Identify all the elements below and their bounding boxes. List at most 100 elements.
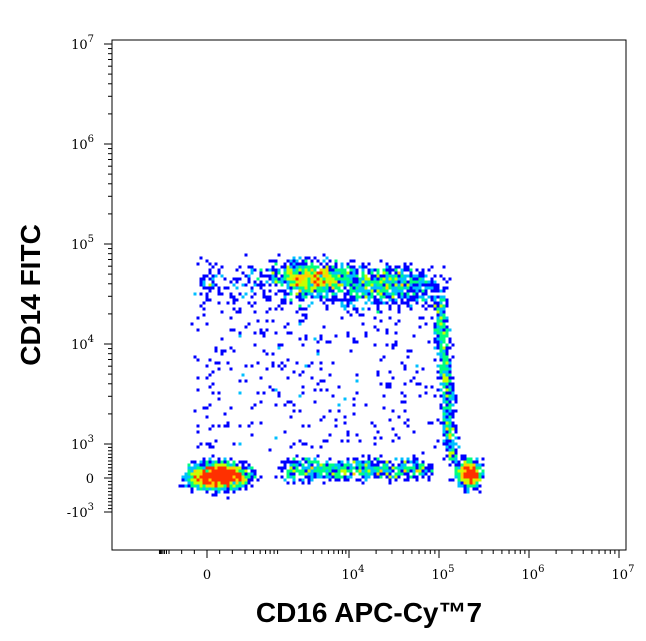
density-dot bbox=[217, 391, 221, 395]
density-dot bbox=[349, 472, 353, 476]
density-dot bbox=[427, 283, 431, 287]
density-dot bbox=[211, 283, 215, 287]
density-dot bbox=[436, 313, 440, 317]
density-dot bbox=[436, 334, 440, 338]
density-dot bbox=[436, 364, 440, 368]
density-dot bbox=[463, 475, 467, 479]
density-dot bbox=[226, 487, 230, 491]
density-dot bbox=[430, 463, 434, 467]
density-dot bbox=[454, 394, 458, 398]
density-dot bbox=[379, 310, 383, 314]
density-dot bbox=[355, 463, 359, 467]
density-dot bbox=[442, 316, 446, 320]
density-dot bbox=[370, 268, 374, 272]
density-dot bbox=[235, 466, 239, 470]
density-dot bbox=[307, 277, 311, 281]
density-dot bbox=[328, 433, 332, 437]
density-dot bbox=[316, 472, 320, 476]
density-dot bbox=[304, 280, 308, 284]
density-dot bbox=[238, 277, 242, 281]
density-dot bbox=[328, 265, 332, 269]
density-dot bbox=[232, 301, 236, 305]
tick-label: 105 bbox=[432, 564, 455, 583]
density-dot bbox=[199, 460, 203, 464]
density-dot bbox=[376, 304, 380, 308]
density-dot bbox=[304, 283, 308, 287]
density-dot bbox=[229, 316, 233, 320]
density-dot bbox=[388, 370, 392, 374]
density-dot bbox=[298, 439, 302, 443]
density-dot bbox=[385, 331, 389, 335]
density-dot bbox=[451, 391, 455, 395]
density-dot bbox=[445, 454, 449, 458]
density-dot bbox=[418, 283, 422, 287]
density-dot bbox=[238, 391, 242, 395]
density-dot bbox=[418, 274, 422, 278]
density-dot bbox=[352, 259, 356, 263]
density-dot bbox=[391, 289, 395, 293]
density-dot bbox=[232, 475, 236, 479]
density-dot bbox=[346, 304, 350, 308]
density-dot bbox=[271, 271, 275, 275]
density-dot bbox=[229, 487, 233, 491]
density-dot bbox=[262, 331, 266, 335]
density-dot bbox=[289, 274, 293, 278]
density-dot bbox=[301, 391, 305, 395]
density-dot bbox=[322, 271, 326, 275]
density-dot bbox=[202, 481, 206, 485]
density-dot bbox=[241, 295, 245, 299]
density-dot bbox=[352, 271, 356, 275]
density-dot bbox=[397, 469, 401, 473]
density-dot bbox=[388, 298, 392, 302]
density-dot bbox=[412, 430, 416, 434]
density-dot bbox=[451, 478, 455, 482]
density-dot bbox=[367, 475, 371, 479]
density-dot bbox=[373, 280, 377, 284]
density-dot bbox=[343, 463, 347, 467]
density-dot bbox=[394, 283, 398, 287]
density-dot bbox=[274, 331, 278, 335]
density-dot bbox=[445, 280, 449, 284]
density-dot bbox=[259, 283, 263, 287]
density-dot bbox=[343, 478, 347, 482]
density-dot bbox=[304, 295, 308, 299]
density-dot bbox=[298, 280, 302, 284]
density-dot bbox=[460, 478, 464, 482]
density-dot bbox=[358, 478, 362, 482]
density-dot bbox=[349, 271, 353, 275]
density-dot bbox=[211, 493, 215, 497]
density-dot bbox=[433, 394, 437, 398]
density-dot bbox=[274, 475, 278, 479]
density-dot bbox=[367, 262, 371, 266]
density-dot bbox=[244, 253, 248, 257]
density-dot bbox=[313, 265, 317, 269]
density-dot bbox=[415, 295, 419, 299]
density-dot bbox=[379, 319, 383, 323]
density-dot bbox=[220, 475, 224, 479]
density-dot bbox=[298, 307, 302, 311]
density-dot bbox=[355, 283, 359, 287]
density-dot bbox=[196, 484, 200, 488]
density-dot bbox=[295, 463, 299, 467]
density-dot bbox=[451, 415, 455, 419]
density-dot bbox=[325, 271, 329, 275]
density-dot bbox=[397, 277, 401, 281]
density-dot bbox=[232, 442, 236, 446]
density-dot bbox=[325, 460, 329, 464]
density-dot bbox=[352, 460, 356, 464]
density-dot bbox=[433, 307, 437, 311]
density-dot bbox=[307, 424, 311, 428]
density-dot bbox=[310, 301, 314, 305]
density-dot bbox=[250, 478, 254, 482]
density-dot bbox=[313, 256, 317, 260]
density-dot bbox=[208, 403, 212, 407]
density-dot bbox=[211, 484, 215, 488]
density-dot bbox=[463, 484, 467, 488]
density-dot bbox=[397, 415, 401, 419]
density-dot bbox=[229, 346, 233, 350]
density-dot bbox=[361, 307, 365, 311]
density-dot bbox=[295, 454, 299, 458]
density-dot bbox=[310, 268, 314, 272]
density-dot bbox=[301, 280, 305, 284]
density-dot bbox=[268, 268, 272, 272]
